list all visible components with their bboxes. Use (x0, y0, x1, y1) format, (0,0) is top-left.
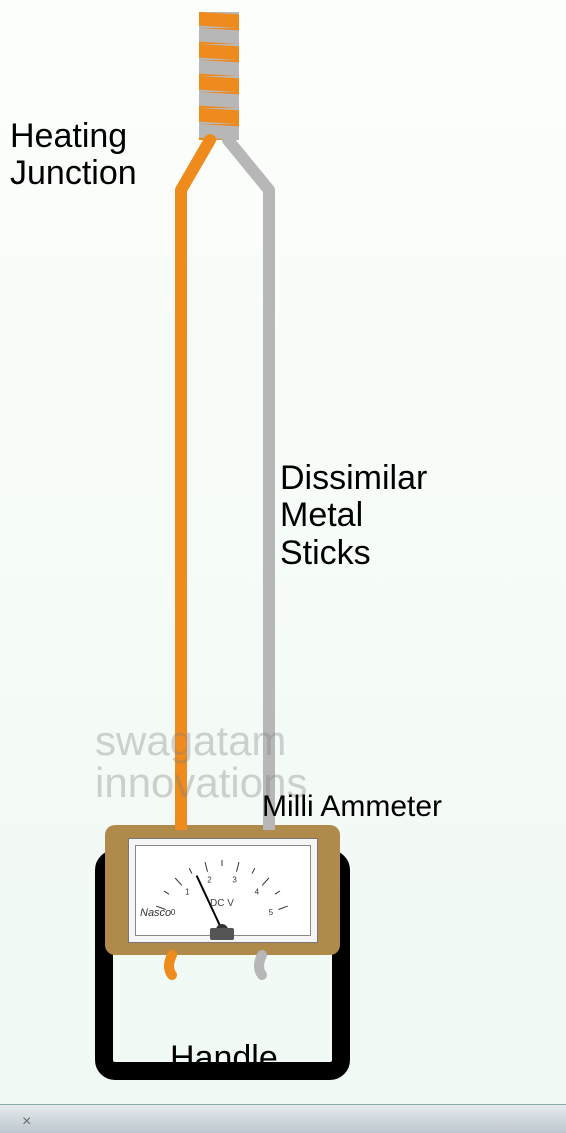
label-milli-ammeter: Milli Ammeter (262, 790, 442, 823)
label-heating-line2: Junction (10, 154, 137, 192)
diagram-stage: 012345 DC V Nasco Heating Junction Dissi… (0, 0, 566, 1133)
label-heating-line1: Heating (10, 117, 127, 155)
heating-junction-twist (199, 12, 239, 140)
label-handle: Handle (170, 1040, 278, 1077)
label-dissimilar-line3: Sticks (280, 534, 371, 572)
label-dissimilar-metal-sticks: Dissimilar Metal Sticks (280, 460, 427, 572)
label-dissimilar-line1: Dissimilar (280, 459, 427, 497)
footer-bar (0, 1104, 566, 1133)
label-heating-junction: Heating Junction (10, 118, 137, 193)
watermark-line1: swagatam (95, 717, 286, 764)
label-dissimilar-line2: Metal (280, 496, 363, 534)
footer-close-glyph: × (22, 1113, 31, 1131)
